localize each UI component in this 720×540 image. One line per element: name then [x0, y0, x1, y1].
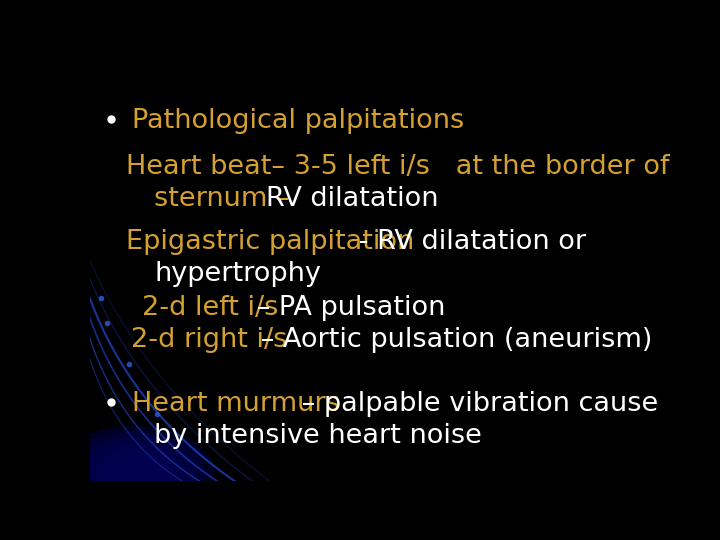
Text: Pathological palpitations: Pathological palpitations: [132, 108, 464, 134]
Text: RV dilatation: RV dilatation: [266, 186, 438, 212]
Text: Heart beat– 3-5 left i/s   at the border of: Heart beat– 3-5 left i/s at the border o…: [126, 154, 670, 180]
Ellipse shape: [56, 427, 213, 518]
Ellipse shape: [66, 432, 203, 512]
Text: – Aortic pulsation (aneurism): – Aortic pulsation (aneurism): [252, 327, 652, 354]
Text: Epigastric palpitation: Epigastric palpitation: [126, 228, 415, 254]
Ellipse shape: [76, 438, 193, 507]
Ellipse shape: [96, 449, 174, 495]
Text: 2-d right i/s: 2-d right i/s: [131, 327, 287, 354]
Ellipse shape: [115, 461, 154, 484]
Text: Heart murmurs: Heart murmurs: [132, 390, 340, 417]
Text: by intensive heart noise: by intensive heart noise: [154, 423, 482, 449]
Text: - RV dilatation or: - RV dilatation or: [350, 228, 586, 254]
Ellipse shape: [86, 444, 184, 501]
Text: hypertrophy: hypertrophy: [154, 260, 321, 287]
Text: – palpable vibration cause: – palpable vibration cause: [293, 390, 658, 417]
Text: sternum –: sternum –: [154, 186, 298, 212]
Text: – PA pulsation: – PA pulsation: [248, 295, 445, 321]
Text: 2-d left i/s: 2-d left i/s: [142, 295, 278, 321]
Ellipse shape: [105, 455, 164, 489]
